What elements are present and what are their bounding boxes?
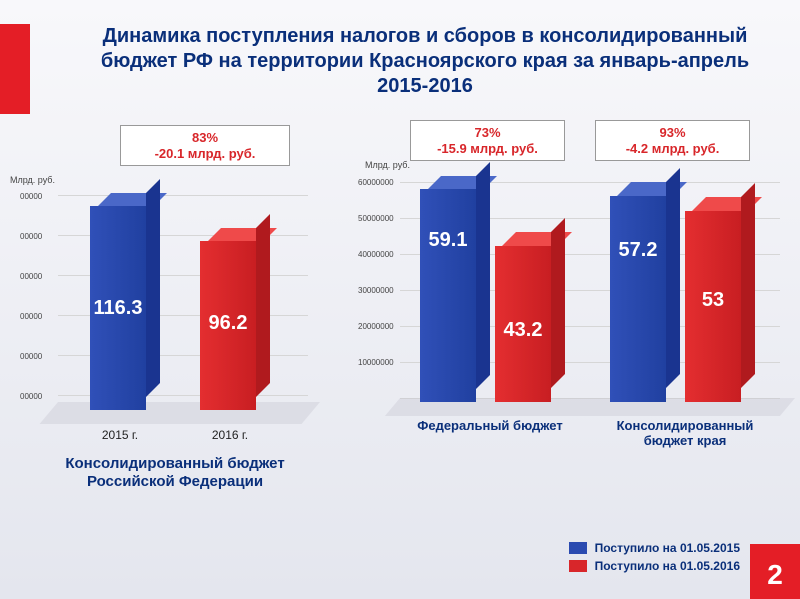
ytick: 30000000 xyxy=(358,286,394,295)
r-bar-2a: 57.2 xyxy=(610,190,680,402)
bar-side xyxy=(256,214,270,397)
ytick: 50000000 xyxy=(358,214,394,223)
ytick: 60000000 xyxy=(358,178,394,187)
bar-front xyxy=(610,196,666,402)
bar-side xyxy=(551,218,565,388)
floor xyxy=(40,402,320,424)
r-bar-2b: 53 xyxy=(685,190,755,402)
legend: Поступило на 01.05.2015 Поступило на 01.… xyxy=(569,541,740,577)
pct: 73% xyxy=(417,125,558,141)
ytick: 00000 xyxy=(20,392,42,401)
left-pct: 83% xyxy=(127,130,283,146)
bar-value: 57.2 xyxy=(610,239,666,262)
r-bar-1b: 43.2 xyxy=(495,190,565,402)
ytick: 00000 xyxy=(20,192,42,201)
ytick: 00000 xyxy=(20,312,42,321)
ytick: 00000 xyxy=(20,272,42,281)
bar-side xyxy=(741,183,755,388)
bar-side xyxy=(476,162,490,389)
grid xyxy=(58,195,308,196)
x-label: 2016 г. xyxy=(190,428,270,442)
diff: -15.9 млрд. руб. xyxy=(417,141,558,157)
left-section-label: Консолидированный бюджет Российской Феде… xyxy=(40,455,310,491)
bar-value: 116.3 xyxy=(90,297,146,320)
left-bar-red: 96.2 xyxy=(200,200,270,410)
ytick: 00000 xyxy=(20,232,42,241)
ytick: 20000000 xyxy=(358,322,394,331)
legend-swatch-blue xyxy=(569,542,587,554)
chart-area: 83% -20.1 млрд. руб. Млрд. руб. 00000 00… xyxy=(0,120,800,539)
legend-label: Поступило на 01.05.2016 xyxy=(595,559,740,573)
right-pct-box-2: 93% -4.2 млрд. руб. xyxy=(595,120,750,161)
left-diff: -20.1 млрд. руб. xyxy=(127,146,283,162)
x-label: Консолидированный бюджет края xyxy=(600,418,770,448)
accent-bar xyxy=(0,24,30,114)
diff: -4.2 млрд. руб. xyxy=(602,141,743,157)
ytick: 00000 xyxy=(20,352,42,361)
legend-swatch-red xyxy=(569,560,587,572)
left-bar-blue: 116.3 xyxy=(90,200,160,410)
bar-side xyxy=(666,168,680,388)
bar-front xyxy=(420,189,476,402)
r-bar-1a: 59.1 xyxy=(420,190,490,402)
bar-value: 59.1 xyxy=(420,229,476,252)
x-label: Федеральный бюджет xyxy=(415,418,565,433)
page-title: Динамика поступления налогов и сборов в … xyxy=(80,24,770,99)
legend-item: Поступило на 01.05.2016 xyxy=(569,559,740,573)
page-number: 2 xyxy=(750,544,800,599)
x-label: 2015 г. xyxy=(80,428,160,442)
right-axis-unit: Млрд. руб. xyxy=(365,160,410,170)
legend-label: Поступило на 01.05.2015 xyxy=(595,541,740,555)
bar-value: 53 xyxy=(685,289,741,312)
left-axis-unit: Млрд. руб. xyxy=(10,175,55,185)
right-pct-box-1: 73% -15.9 млрд. руб. xyxy=(410,120,565,161)
ytick: 10000000 xyxy=(358,358,394,367)
bar-value: 43.2 xyxy=(495,319,551,342)
ytick: 40000000 xyxy=(358,250,394,259)
pct: 93% xyxy=(602,125,743,141)
bar-side xyxy=(146,179,160,397)
legend-item: Поступило на 01.05.2015 xyxy=(569,541,740,555)
left-pct-box: 83% -20.1 млрд. руб. xyxy=(120,125,290,166)
bar-value: 96.2 xyxy=(200,312,256,335)
